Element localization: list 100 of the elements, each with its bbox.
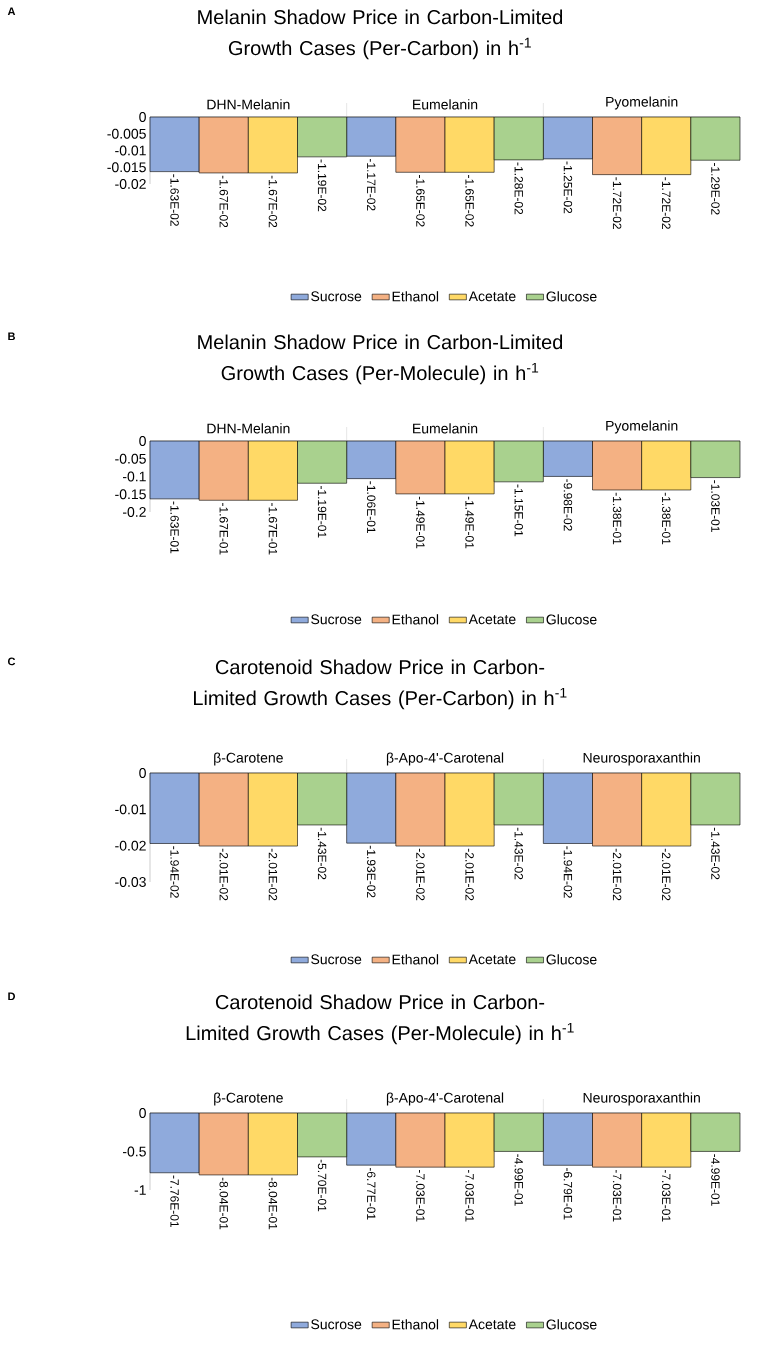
legend-label: Acetate bbox=[468, 291, 516, 302]
data-label: -1.17E-02 bbox=[367, 158, 376, 211]
data-label: -1.43E-02 bbox=[514, 827, 523, 880]
data-label: -2.01E-02 bbox=[612, 848, 622, 901]
text: C bbox=[7, 657, 16, 666]
y-tick-label: -0.02 bbox=[115, 179, 146, 189]
chart-title: Carotenoid Shadow Price in Carbon-Limited Growth Cases (Per-Carbon) in h$^{-1}$ bbox=[194, 659, 567, 710]
data-label: -1.72E-02 bbox=[612, 177, 622, 229]
legend-label: Glucose bbox=[546, 614, 597, 625]
text: D bbox=[8, 992, 16, 1001]
data-label: -1.67E-01 bbox=[268, 503, 278, 555]
data-label: -1.49E-01 bbox=[465, 496, 474, 549]
legend-label: Ethanol bbox=[392, 614, 439, 625]
data-label: -1.03E-01 bbox=[711, 480, 720, 532]
y-tick-label: -0.02 bbox=[115, 840, 146, 851]
y-tick-label: -0.5 bbox=[122, 1146, 146, 1157]
data-label: -1.67E-02 bbox=[219, 175, 228, 228]
data-label: -1.94E-02 bbox=[170, 846, 179, 898]
legend-label: Acetate bbox=[468, 954, 516, 965]
y-tick-label: -0.015 bbox=[107, 162, 146, 173]
y-tick-label: -0.2 bbox=[122, 507, 146, 517]
x-tick-label: DHN-Melanin bbox=[207, 423, 290, 434]
data-label: -7.03E-01 bbox=[465, 1169, 474, 1222]
legend-label: Ethanol bbox=[392, 1319, 439, 1330]
data-label: -2.01E-02 bbox=[416, 848, 425, 901]
data-label: -8.04E-01 bbox=[219, 1177, 228, 1230]
data-label: -1.15E-01 bbox=[514, 484, 523, 537]
y-tick-label: 0 bbox=[139, 1108, 146, 1118]
data-label: -1.65E-02 bbox=[416, 175, 425, 227]
data-label: -4.99E-01 bbox=[514, 1154, 523, 1206]
data-label: -1.06E-01 bbox=[367, 481, 376, 533]
data-label: -2.01E-02 bbox=[465, 848, 474, 901]
data-label: -1.93E-02 bbox=[367, 845, 376, 898]
data-label: -1.38E-01 bbox=[612, 492, 622, 545]
x-tick-label: β-Apo-4'-Carotenal bbox=[386, 752, 504, 766]
x-tick-label: Neurosporaxanthin bbox=[583, 1092, 700, 1106]
data-label: -4.99E-01 bbox=[711, 1154, 720, 1206]
y-tick-label: 0 bbox=[139, 112, 146, 122]
data-label: -1.49E-01 bbox=[416, 496, 425, 549]
data-label: -1.43E-02 bbox=[711, 827, 720, 880]
legend-label: Sucrose bbox=[311, 614, 362, 625]
data-label: -6.79E-01 bbox=[563, 1168, 573, 1220]
x-tick-label: β-Carotene bbox=[214, 752, 283, 766]
x-tick-label: β-Carotene bbox=[214, 1092, 283, 1106]
data-label: -2.01E-02 bbox=[268, 848, 278, 901]
chart-title: Carotenoid Shadow Price in Carbon-Limited Growth Cases (Per-Molecule) in h$^{-1}$ bbox=[186, 994, 574, 1045]
x-tick-label: DHN-Melanin bbox=[207, 99, 290, 110]
data-label: -1.63E-02 bbox=[170, 174, 179, 226]
x-tick-label: β-Apo-4'-Carotenal bbox=[386, 1092, 504, 1106]
data-label: -1.29E-02 bbox=[711, 162, 720, 215]
data-label: -7.03E-01 bbox=[416, 1169, 425, 1222]
data-label: -7.76E-01 bbox=[170, 1175, 179, 1228]
data-label: -1.19E-01 bbox=[317, 485, 327, 538]
legend-label: Ethanol bbox=[392, 954, 439, 965]
data-label: -6.77E-01 bbox=[367, 1167, 376, 1220]
y-tick-label: -0.15 bbox=[115, 489, 146, 500]
data-label: -5.70E-01 bbox=[317, 1159, 327, 1212]
x-tick-label: Pyomelanin bbox=[606, 420, 678, 434]
data-label: -2.01E-02 bbox=[662, 848, 671, 901]
data-label: -1.67E-01 bbox=[219, 503, 228, 555]
legend-label: Acetate bbox=[468, 614, 516, 625]
y-tick-label: -0.01 bbox=[115, 804, 146, 815]
legend-label: Sucrose bbox=[311, 291, 362, 302]
chart-title: Melanin Shadow Price in Carbon-Limited Growth Cases (Per-Molecule) in h$^{-1}$ bbox=[198, 334, 563, 385]
y-tick-label: -1 bbox=[134, 1185, 146, 1195]
data-label: -1.94E-02 bbox=[563, 846, 573, 898]
y-tick-label: -0.005 bbox=[107, 128, 146, 139]
y-tick-label: -0.1 bbox=[122, 471, 146, 482]
x-tick-label: Eumelanin bbox=[413, 99, 478, 110]
data-label: -9.98E-02 bbox=[563, 479, 573, 531]
data-label: -2.01E-02 bbox=[219, 848, 228, 901]
x-tick-label: Pyomelanin bbox=[606, 96, 678, 110]
y-tick-label: 0 bbox=[139, 768, 146, 778]
y-tick-label: 0 bbox=[139, 436, 146, 446]
text: A bbox=[7, 7, 16, 16]
y-tick-label: -0.01 bbox=[115, 145, 146, 156]
data-label: -8.04E-01 bbox=[268, 1177, 278, 1230]
data-label: -1.67E-02 bbox=[268, 175, 278, 228]
legend-label: Ethanol bbox=[392, 291, 439, 302]
legend-label: Glucose bbox=[546, 1319, 597, 1330]
y-tick-label: -0.05 bbox=[115, 453, 146, 464]
x-tick-label: Eumelanin bbox=[413, 423, 478, 434]
data-label: -1.43E-02 bbox=[317, 827, 327, 880]
data-label: -1.28E-02 bbox=[514, 162, 523, 215]
legend-label: Glucose bbox=[546, 954, 597, 965]
text: B bbox=[8, 332, 15, 341]
data-label: -1.25E-02 bbox=[563, 161, 573, 214]
legend-label: Acetate bbox=[468, 1319, 516, 1330]
data-label: -1.72E-02 bbox=[662, 177, 671, 229]
data-label: -7.03E-01 bbox=[662, 1169, 671, 1222]
chart-title: Melanin Shadow Price in Carbon-Limited Growth Cases (Per-Carbon) in h$^{-1}$ bbox=[198, 9, 563, 60]
x-tick-label: Neurosporaxanthin bbox=[583, 752, 700, 766]
data-label: -1.65E-02 bbox=[465, 175, 474, 227]
data-label: -7.03E-01 bbox=[612, 1169, 622, 1222]
data-label: -1.38E-01 bbox=[662, 492, 671, 545]
legend-label: Sucrose bbox=[311, 1319, 362, 1330]
legend-label: Sucrose bbox=[311, 954, 362, 965]
y-tick-label: -0.03 bbox=[115, 877, 146, 887]
data-label: -1.19E-02 bbox=[317, 159, 327, 212]
data-label: -1.63E-01 bbox=[170, 501, 179, 554]
